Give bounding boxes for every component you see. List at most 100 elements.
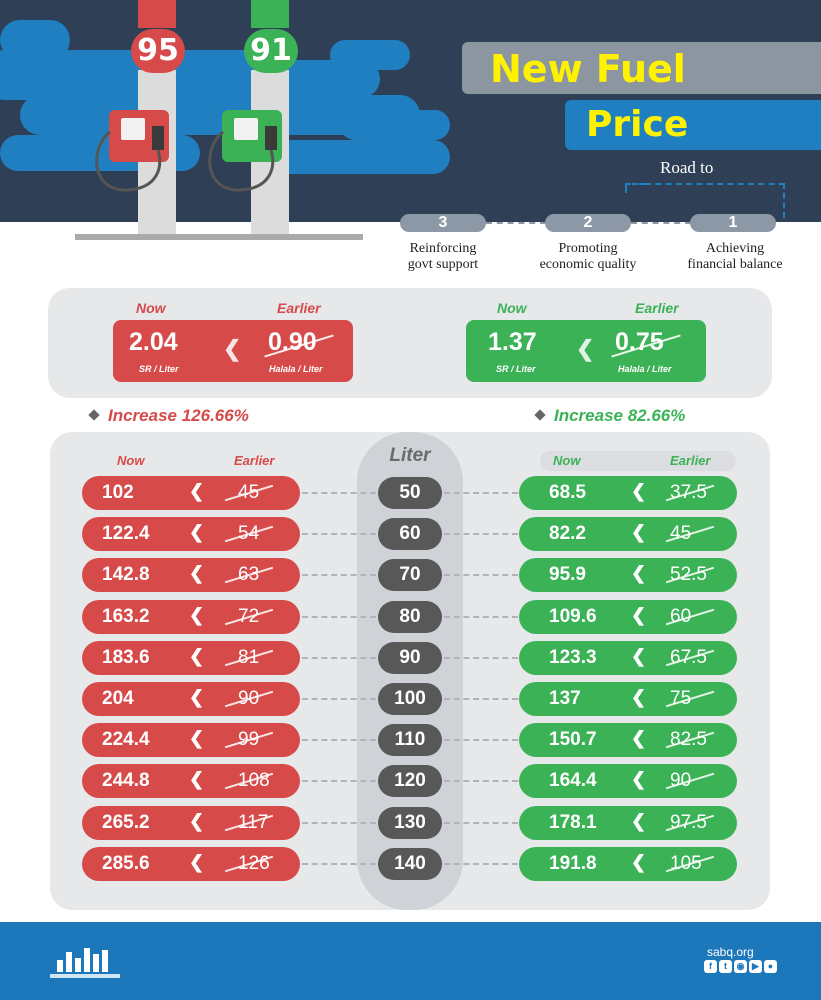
price-pill-95: 163.2❮72	[82, 600, 300, 634]
summary-red-earlier-label: Earlier	[277, 300, 321, 316]
step-1-pill: 1	[690, 214, 776, 232]
price-pill-95: 244.8❮108	[82, 764, 300, 798]
row-connector	[444, 863, 518, 865]
table-row: 183.6❮8190123.3❮67.5	[0, 641, 821, 675]
grade-badge-95: 95	[131, 29, 185, 73]
green-now-value: 95.9	[549, 564, 586, 585]
green-now-value: 191.8	[549, 853, 597, 874]
youtube-icon[interactable]: ▶	[749, 960, 762, 973]
site-url[interactable]: sabq.org	[707, 945, 754, 959]
footer-bar	[0, 922, 821, 1000]
red-now-value: 183.6	[102, 647, 150, 668]
chevron-left-icon: ❮	[631, 481, 647, 501]
row-connector	[444, 657, 518, 659]
chevron-left-icon: ❮	[189, 646, 205, 666]
chevron-left-icon: ❮	[631, 811, 647, 831]
price-pill-91: 68.5❮37.5	[519, 476, 737, 510]
title-bar-grey	[462, 42, 821, 94]
road-dashed-path	[645, 183, 785, 218]
summary-red-now-label: Now	[136, 300, 166, 316]
chevron-left-icon: ❮	[189, 522, 205, 542]
step-3-label: Reinforcing govt support	[368, 241, 518, 273]
red-now-value: 244.8	[102, 770, 150, 791]
pump-pole-91	[251, 0, 289, 28]
step-3-label-line2: govt support	[407, 257, 479, 272]
increase-95-text: Increase 126.66%	[108, 406, 249, 425]
green-now-value: 137	[549, 688, 581, 709]
pump-pole-95	[138, 0, 176, 28]
pump-hose-icon	[95, 126, 164, 192]
chevron-left-icon: ❮	[189, 852, 205, 872]
row-connector	[302, 533, 376, 535]
summary-red-now-unit: SR / Liter	[139, 364, 179, 374]
price-pill-95: 183.6❮81	[82, 641, 300, 675]
row-connector	[444, 492, 518, 494]
green-now-value: 123.3	[549, 647, 597, 668]
facebook-icon[interactable]: f	[704, 960, 717, 973]
price-pill-91: 191.8❮105	[519, 847, 737, 881]
cloud-shape	[340, 110, 450, 140]
price-pill-95: 102❮45	[82, 476, 300, 510]
step-1-label-line1: Achieving	[705, 241, 765, 256]
chevron-left-icon: ❮	[189, 687, 205, 707]
price-pill-95: 204❮90	[82, 682, 300, 716]
table-row: 265.2❮117130178.1❮97.5	[0, 806, 821, 840]
price-pill-91: 178.1❮97.5	[519, 806, 737, 840]
diamond-icon	[534, 408, 546, 421]
step-2-label: Promoting economic quality	[513, 241, 663, 273]
green-now-value: 178.1	[549, 812, 597, 833]
row-connector	[302, 616, 376, 618]
row-connector	[302, 574, 376, 576]
table-row: 224.4❮99110150.7❮82.5	[0, 723, 821, 757]
summary-green-now-unit: SR / Liter	[496, 364, 536, 374]
red-now-value: 204	[102, 688, 134, 709]
instagram-icon[interactable]: ◉	[734, 960, 747, 973]
table-row: 102❮455068.5❮37.5	[0, 476, 821, 510]
chevron-left-icon: ❮	[189, 811, 205, 831]
price-pill-91: 109.6 ❮ 60	[519, 600, 737, 634]
chevron-left-icon: ❮	[631, 563, 647, 583]
road-to-label: Road to	[660, 158, 714, 177]
green-header-pill	[540, 451, 736, 471]
liter-value: 70	[378, 559, 442, 591]
liter-value: 100	[378, 683, 442, 715]
chevron-left-icon: ❮	[631, 687, 647, 707]
table-row: 285.6❮126140191.8❮105	[0, 847, 821, 881]
green-earlier-header: Earlier	[670, 453, 711, 468]
chevron-left-icon: ❮	[576, 336, 595, 361]
step-connector	[486, 222, 546, 224]
chevron-left-icon: ❮	[631, 605, 647, 625]
step-2-label-line1: Promoting	[558, 241, 618, 256]
cloud-shape	[0, 20, 70, 60]
chevron-left-icon: ❮	[631, 852, 647, 872]
price-pill-91: 123.3❮67.5	[519, 641, 737, 675]
price-pill-91: 82.2 ❮ 45	[519, 517, 737, 551]
price-pill-95: 285.6❮126	[82, 847, 300, 881]
red-now-value: 163.2	[102, 606, 150, 627]
liter-column-header: Liter	[389, 445, 431, 466]
red-now-value: 265.2	[102, 812, 150, 833]
snapchat-icon[interactable]: ●	[764, 960, 777, 973]
row-connector	[444, 616, 518, 618]
step-connector	[631, 222, 691, 224]
twitter-icon[interactable]: t	[719, 960, 732, 973]
pump-screen-icon	[121, 118, 145, 140]
table-row: 142.8❮637095.9❮52.5	[0, 558, 821, 592]
table-row: 163.2❮7280109.6❮60	[0, 600, 821, 634]
chevron-left-icon: ❮	[189, 481, 205, 501]
table-row: 244.8❮108120164.4❮90	[0, 764, 821, 798]
road-dashed-path	[625, 183, 645, 193]
green-now-header: Now	[553, 453, 581, 468]
red-now-value: 285.6	[102, 853, 150, 874]
red-now-value: 224.4	[102, 729, 150, 750]
summary-green-earlier-label: Earlier	[635, 300, 679, 316]
step-2-pill: 2	[545, 214, 631, 232]
price-pill-91: 137 ❮ 75	[519, 682, 737, 716]
green-now-value: 82.2	[549, 523, 586, 544]
price-pill-95: 224.4❮99	[82, 723, 300, 757]
title-bar-blue	[565, 100, 821, 150]
liter-value: 130	[378, 807, 442, 839]
row-connector	[302, 739, 376, 741]
red-now-value: 102	[102, 482, 134, 503]
summary-green-earlier-unit: Halala / Liter	[618, 364, 672, 374]
